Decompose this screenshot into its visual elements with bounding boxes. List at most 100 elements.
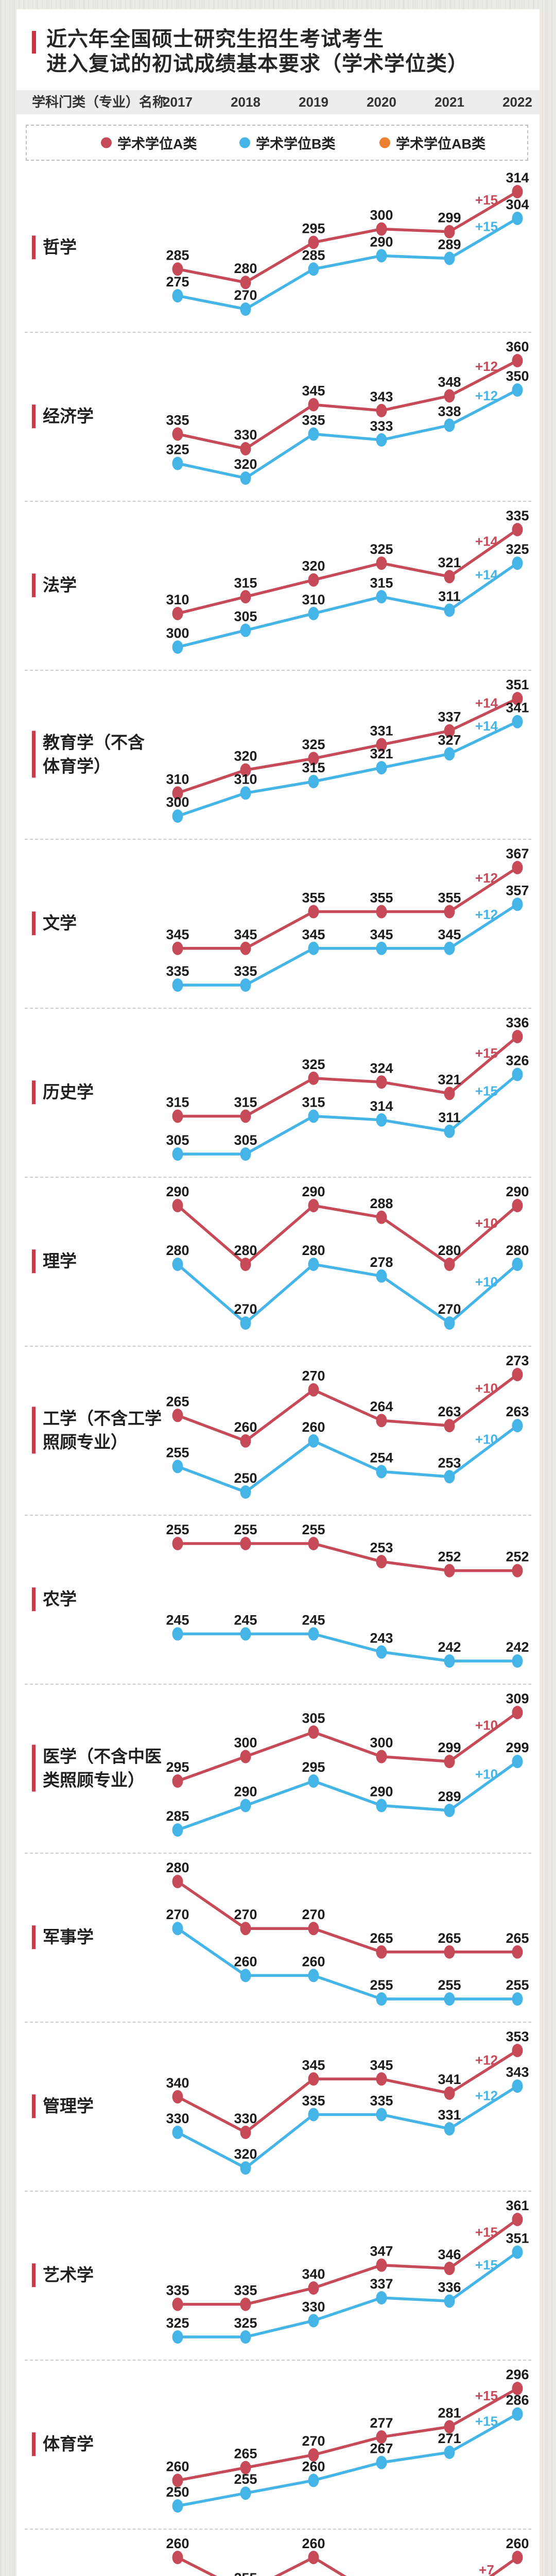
data-point — [240, 1485, 251, 1499]
value-label: 280 — [166, 1243, 189, 1258]
section-label-text: 教育学（不含 体育学） — [43, 733, 145, 775]
data-point — [240, 2161, 251, 2175]
data-point — [376, 1414, 387, 1428]
chart-section-12: 管理学 340 330 345 345 341 353 +12 330 320 335 335 331 3… — [16, 2022, 540, 2191]
value-label: 242 — [438, 1639, 461, 1655]
value-label: 345 — [302, 927, 325, 942]
data-point — [308, 2281, 319, 2295]
data-point — [308, 2108, 319, 2122]
value-label: 255 — [234, 2471, 257, 2487]
value-label: 355 — [370, 890, 393, 906]
section-separator — [25, 1684, 531, 1685]
section-label-text: 历史学 — [43, 1082, 94, 1102]
delta-label: +14 — [475, 534, 498, 549]
value-label: 271 — [438, 2431, 461, 2446]
data-point — [172, 1774, 183, 1788]
page-title-line1: 近六年全国硕士研究生招生考试考生 — [46, 28, 384, 50]
value-label: 255 — [302, 1522, 325, 1537]
series-line-B — [177, 562, 518, 649]
series-line-A — [178, 1542, 517, 1572]
series-line-B — [177, 720, 518, 818]
chart-section-8: 工学（不含工学 照顾专业） 265 260 270 264 263 273 +10 255 250… — [16, 1346, 540, 1515]
chart-section-4: 教育学（不含 体育学） 310 320 325 331 337 351 +14 300 310 31… — [16, 670, 540, 839]
value-label: 350 — [506, 368, 529, 384]
data-point — [240, 1627, 251, 1641]
data-point — [512, 1258, 523, 1271]
data-point — [308, 1774, 319, 1788]
value-label: 299 — [506, 1740, 529, 1755]
year-header-2019: 2019 — [299, 94, 328, 110]
data-point — [308, 1258, 319, 1271]
section-label: 教育学（不含 体育学） — [32, 731, 145, 778]
data-point — [376, 2108, 387, 2122]
data-point — [240, 1434, 251, 1448]
delta-label: +12 — [475, 2088, 498, 2104]
series-line-A — [177, 190, 518, 284]
data-point — [240, 786, 251, 800]
section-separator — [25, 1515, 531, 1516]
year-header-2022: 2022 — [502, 94, 532, 110]
data-point — [376, 1799, 387, 1812]
data-point — [240, 763, 251, 777]
infographic-card: 近六年全国硕士研究生招生考试考生 进入复试的初试成绩基本要求（学术学位类） 学科… — [16, 9, 540, 2576]
section-separator — [25, 2191, 531, 2192]
legend-item-A: 学术学位A类 — [101, 133, 197, 153]
data-point — [376, 1465, 387, 1479]
section-separator — [25, 2360, 531, 2361]
value-label: 309 — [506, 1691, 529, 1706]
value-label: 335 — [234, 963, 257, 979]
data-point — [376, 1992, 387, 2006]
year-header-2017: 2017 — [163, 94, 193, 110]
data-point — [308, 1071, 319, 1085]
section-label: 管理学 — [32, 2094, 94, 2118]
value-label: 255 — [506, 1977, 529, 1993]
delta-label: +10 — [475, 1767, 498, 1782]
value-label: 325 — [302, 737, 325, 752]
data-point — [444, 1419, 455, 1433]
delta-label: +15 — [475, 192, 498, 208]
delta-label: +12 — [475, 870, 498, 886]
chart-section-3: 法学 310 315 320 325 321 335 +14 300 305 310 315 311 32… — [16, 501, 540, 670]
value-label: 288 — [370, 1196, 393, 1211]
data-point — [376, 590, 387, 604]
value-label: 321 — [438, 1072, 461, 1087]
data-point — [240, 1258, 251, 1271]
value-label: 335 — [506, 508, 529, 523]
section-label-text: 体育学 — [43, 2434, 94, 2454]
data-point — [512, 1654, 523, 1668]
value-label: 325 — [302, 1057, 325, 1072]
value-label: 310 — [166, 771, 189, 787]
data-point — [376, 905, 387, 919]
section-accent-bar — [32, 235, 36, 259]
value-label: 285 — [302, 247, 325, 263]
data-point — [444, 1258, 455, 1271]
data-point — [376, 738, 387, 752]
value-label: 315 — [234, 575, 257, 590]
series-line-B — [178, 903, 518, 987]
table-header-label: 学科门类（专业）名称 — [32, 94, 166, 110]
data-point — [172, 1109, 183, 1123]
section-label-text: 法学 — [43, 575, 77, 595]
data-point — [308, 774, 319, 788]
data-point — [172, 1823, 183, 1837]
chart-section-1: 哲学 285 280 295 300 299 314 +15 275 270 285 290 289 30… — [16, 163, 540, 332]
section-separator — [25, 1008, 531, 1009]
data-point — [172, 640, 183, 654]
data-point — [444, 2086, 455, 2100]
data-point — [444, 389, 455, 403]
legend-label: 学术学位B类 — [256, 136, 336, 152]
data-point — [172, 1199, 183, 1212]
value-label: 285 — [166, 247, 189, 263]
value-label: 310 — [234, 771, 257, 787]
data-point — [172, 786, 183, 800]
value-label: 351 — [506, 2230, 529, 2246]
delta-label: +15 — [475, 2257, 498, 2273]
data-point — [376, 2455, 387, 2469]
data-point — [308, 427, 319, 441]
value-label: 333 — [370, 418, 393, 434]
series-line-A — [178, 1035, 518, 1118]
data-point — [172, 1409, 183, 1422]
section-separator — [25, 839, 531, 840]
series-line-B — [177, 388, 518, 480]
value-label: 245 — [302, 1612, 325, 1628]
